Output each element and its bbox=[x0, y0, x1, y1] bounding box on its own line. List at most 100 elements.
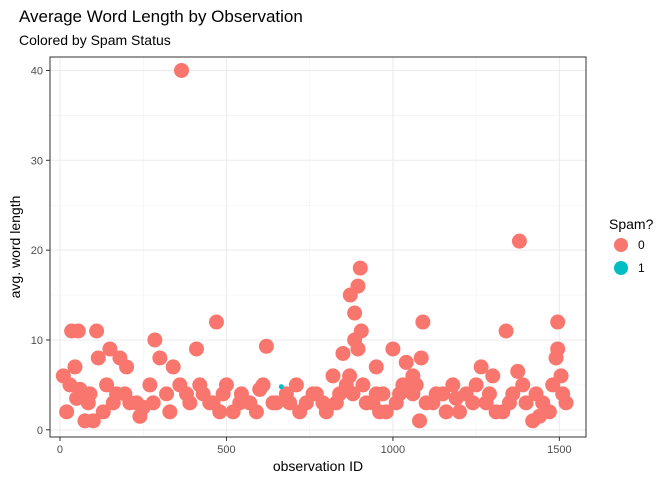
data-point-spam-0 bbox=[425, 395, 441, 411]
data-point-spam-0 bbox=[178, 386, 194, 402]
x-axis: 0 500 1000 1500 bbox=[57, 437, 572, 456]
data-point-spam-0 bbox=[162, 404, 178, 420]
data-point-spam-0 bbox=[192, 377, 208, 393]
plot-background bbox=[50, 57, 586, 437]
data-point-spam-0 bbox=[325, 368, 341, 384]
data-point-spam-0 bbox=[451, 404, 467, 420]
data-point-spam-0 bbox=[468, 377, 484, 393]
data-point-spam-0 bbox=[95, 404, 111, 420]
chart-title: Average Word Length by Observation bbox=[19, 7, 303, 26]
y-tick-label: 10 bbox=[31, 335, 43, 347]
data-point-spam-0 bbox=[412, 413, 428, 429]
data-point-spam-0 bbox=[548, 350, 564, 366]
data-point-spam-0 bbox=[174, 62, 190, 78]
data-point-spam-0 bbox=[553, 368, 569, 384]
data-point-spam-0 bbox=[248, 404, 264, 420]
data-point-spam-0 bbox=[498, 323, 514, 339]
legend-label-0: 0 bbox=[638, 238, 645, 252]
x-axis-title: observation ID bbox=[273, 458, 363, 474]
data-point-spam-0 bbox=[188, 341, 204, 357]
data-point-spam-0 bbox=[375, 386, 391, 402]
data-point-spam-0 bbox=[335, 345, 351, 361]
y-tick-label: 20 bbox=[31, 245, 43, 257]
data-point-spam-0 bbox=[165, 359, 181, 375]
x-tick-label: 1500 bbox=[547, 444, 571, 456]
y-tick-label: 30 bbox=[31, 155, 43, 167]
y-tick-label: 40 bbox=[31, 65, 43, 77]
data-point-spam-0 bbox=[208, 314, 224, 330]
data-point-spam-0 bbox=[435, 386, 451, 402]
data-point-spam-0 bbox=[67, 359, 83, 375]
data-point-spam-0 bbox=[385, 341, 401, 357]
data-point-spam-0 bbox=[485, 368, 501, 384]
data-point-spam-0 bbox=[332, 386, 348, 402]
data-point-spam-0 bbox=[445, 377, 461, 393]
y-axis: 0 10 20 30 40 bbox=[31, 65, 50, 437]
data-point-spam-1 bbox=[278, 384, 284, 390]
data-point-spam-0 bbox=[531, 408, 547, 424]
data-point-spam-0 bbox=[258, 338, 274, 354]
data-point-spam-0 bbox=[215, 386, 231, 402]
data-point-spam-0 bbox=[59, 404, 75, 420]
data-point-spam-0 bbox=[119, 359, 135, 375]
legend-marker-1 bbox=[614, 261, 628, 275]
grid-lines bbox=[50, 57, 586, 437]
data-point-spam-0 bbox=[550, 314, 566, 330]
data-point-spam-0 bbox=[352, 260, 368, 276]
data-point-spam-0 bbox=[347, 305, 363, 321]
data-point-spam-0 bbox=[355, 377, 371, 393]
data-point-spam-0 bbox=[473, 359, 489, 375]
x-tick-label: 500 bbox=[217, 444, 235, 456]
data-point-spam-0 bbox=[413, 350, 429, 366]
chart-subtitle: Colored by Spam Status bbox=[19, 32, 171, 48]
data-point-spam-0 bbox=[405, 368, 421, 384]
data-point-spam-0 bbox=[501, 395, 517, 411]
plot-border bbox=[49, 56, 587, 438]
x-tick-label: 0 bbox=[57, 444, 63, 456]
data-point-spam-0 bbox=[511, 233, 527, 249]
data-point-spam-0 bbox=[89, 323, 105, 339]
data-point-spam-0 bbox=[365, 395, 381, 411]
data-point-spam-0 bbox=[315, 395, 331, 411]
data-point-spam-0 bbox=[142, 377, 158, 393]
data-point-spam-0 bbox=[70, 323, 86, 339]
data-point-spam-0 bbox=[82, 386, 98, 402]
data-point-spam-0 bbox=[345, 386, 361, 402]
data-point-spam-0 bbox=[282, 395, 298, 411]
data-point-spam-0 bbox=[268, 395, 284, 411]
data-point-spam-0 bbox=[558, 395, 574, 411]
data-point-spam-0 bbox=[69, 390, 85, 406]
data-point-spam-0 bbox=[398, 354, 414, 370]
data-point-spam-0 bbox=[288, 377, 304, 393]
data-point-spam-0 bbox=[77, 413, 93, 429]
data-point-spam-0 bbox=[90, 350, 106, 366]
data-point-spam-0 bbox=[145, 395, 161, 411]
data-point-spam-0 bbox=[255, 377, 271, 393]
data-point-spam-0 bbox=[415, 314, 431, 330]
data-points bbox=[55, 62, 574, 429]
data-point-spam-0 bbox=[515, 377, 531, 393]
y-tick-label: 0 bbox=[37, 425, 43, 437]
data-point-spam-0 bbox=[305, 386, 321, 402]
data-point-spam-0 bbox=[481, 386, 497, 402]
data-point-spam-0 bbox=[122, 395, 138, 411]
data-point-spam-0 bbox=[368, 359, 384, 375]
data-point-spam-0 bbox=[438, 404, 454, 420]
data-point-spam-0 bbox=[152, 350, 168, 366]
legend-title: Spam? bbox=[609, 216, 654, 232]
data-point-spam-0 bbox=[518, 395, 534, 411]
legend: Spam? 0 1 bbox=[609, 216, 654, 275]
data-point-spam-0 bbox=[342, 368, 358, 384]
data-point-spam-0 bbox=[202, 395, 218, 411]
legend-label-1: 1 bbox=[638, 261, 645, 275]
data-point-spam-0 bbox=[465, 395, 481, 411]
x-tick-label: 1000 bbox=[381, 444, 405, 456]
data-point-spam-0 bbox=[528, 386, 544, 402]
data-point-spam-0 bbox=[102, 341, 118, 357]
y-axis-title: avg. word length bbox=[7, 196, 23, 299]
data-point-spam-0 bbox=[510, 363, 526, 379]
data-point-spam-0 bbox=[212, 404, 228, 420]
data-point-spam-0 bbox=[109, 386, 125, 402]
data-point-spam-0 bbox=[159, 386, 175, 402]
